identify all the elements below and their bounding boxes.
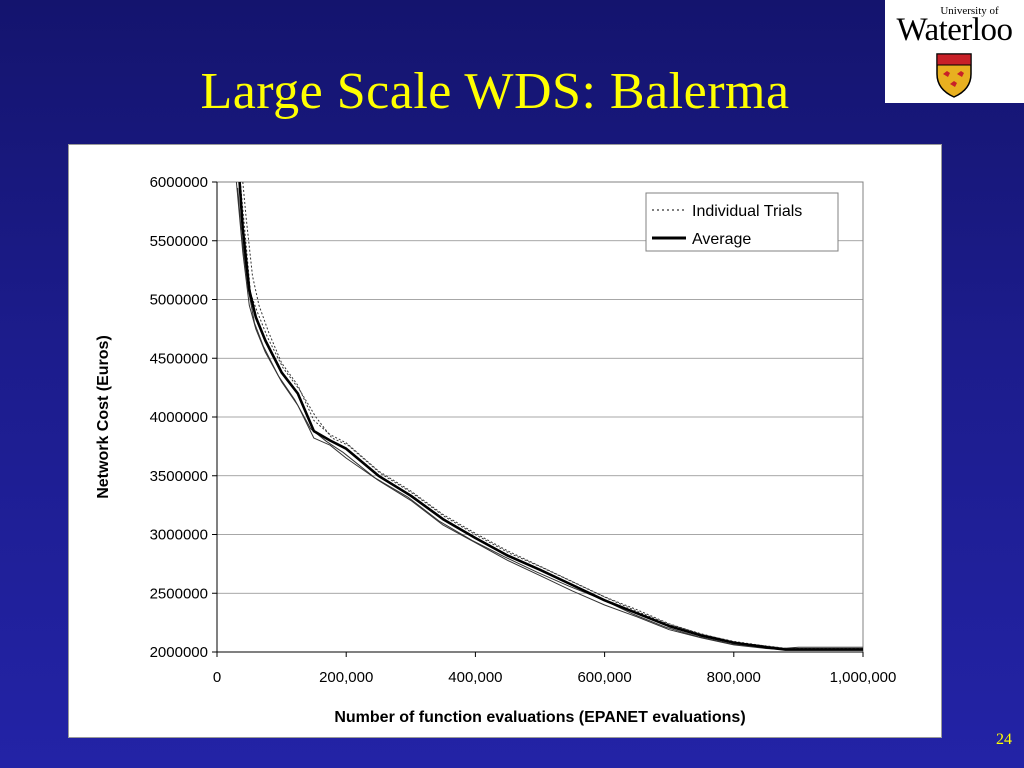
chart-frame: 2000000 2500000 3000000 3500000 4000000 45000…: [68, 144, 942, 738]
y-tick-label: 3500000: [150, 468, 208, 485]
x-axis-title: Number of function evaluations (EPANET e…: [334, 709, 745, 726]
y-tick-label: 6000000: [150, 174, 208, 191]
series-trial-line: [237, 187, 863, 649]
y-tick-label: 3000000: [150, 527, 208, 544]
legend-box: [645, 192, 839, 252]
series-average-line: [238, 181, 863, 651]
x-tick-label: 600,000: [577, 669, 631, 686]
slide-title: Large Scale WDS: Balerma: [200, 63, 790, 120]
y-tick-label: 4500000: [150, 350, 208, 367]
logo-small-text: University of: [940, 5, 999, 17]
x-tick-label: 800,000: [707, 669, 761, 686]
x-tick-label: 400,000: [448, 669, 502, 686]
y-axis-title: Network Cost (Euros): [95, 335, 112, 499]
y-tick-label: 5000000: [150, 292, 208, 309]
y-tick-label: 5500000: [150, 233, 208, 250]
legend-label: Individual Trials: [692, 203, 802, 220]
crest-icon: [936, 53, 972, 98]
chart-svg: 2000000 2500000 3000000 3500000 4000000 45000…: [95, 174, 897, 726]
legend-label: Average: [692, 231, 751, 248]
university-logo: University of Waterloo: [885, 0, 1024, 103]
y-tick-label: 4000000: [150, 409, 208, 426]
y-tick-label: 2000000: [150, 644, 208, 661]
x-tick-label: 200,000: [319, 669, 373, 686]
y-tick-label: 2500000: [150, 585, 208, 602]
logo-big-text: Waterloo: [896, 12, 1013, 48]
page-number: 24: [996, 731, 1012, 748]
x-tick-label: 0: [213, 669, 221, 686]
x-tick-label: 1,000,000: [830, 669, 897, 686]
